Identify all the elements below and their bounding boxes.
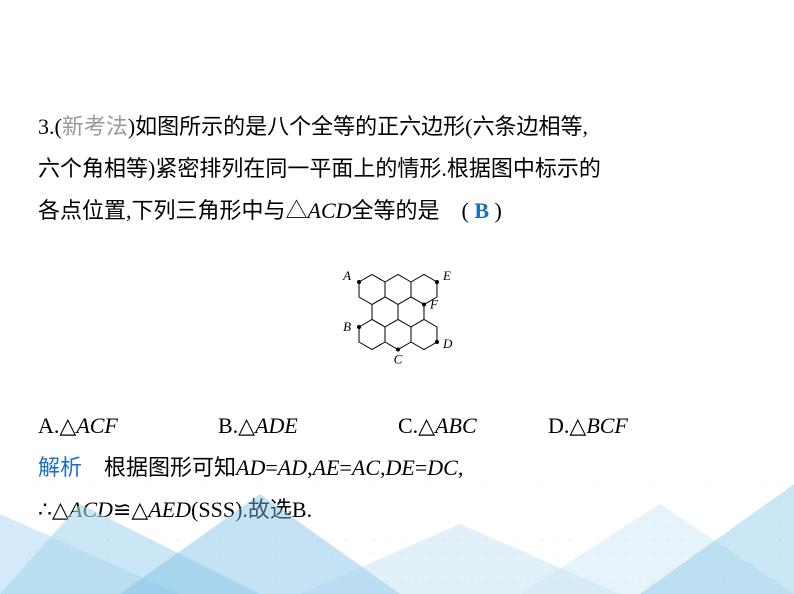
opt-b-tri: ADE <box>255 413 298 438</box>
solution-line1: 解析 根据图形可知AD=AD,AE=AC,DE=DC, <box>38 447 758 489</box>
question-block: 3.(新考法)如图所示的是八个全等的正六边形(六条边相等, 六个角相等)紧密排列… <box>38 106 758 531</box>
option-d: D.△BCF <box>548 405 698 447</box>
opt-d-tri: BCF <box>586 413 628 438</box>
s1-ac: AC <box>352 455 380 480</box>
q3c: ) <box>495 198 502 223</box>
s2-acd: ACD <box>69 497 113 522</box>
svg-text:B: B <box>343 319 351 334</box>
q-number: 3. <box>38 114 55 139</box>
answer-letter: B <box>474 198 489 223</box>
s2b: △ <box>131 497 148 522</box>
eq1: = <box>265 455 277 480</box>
s2c: (SSS).故选B. <box>191 497 312 522</box>
q-tag: 新考法 <box>62 114 128 139</box>
s1-ad: AD <box>236 455 265 480</box>
s2a: ∴△ <box>38 497 69 522</box>
opt-a-pre: A.△ <box>38 413 76 438</box>
s1-ae: AE <box>313 455 340 480</box>
cong: ≌ <box>113 497 131 522</box>
option-b: B.△ADE <box>218 405 398 447</box>
svg-text:E: E <box>442 268 451 283</box>
q-line1-rest: 如图所示的是八个全等的正六边形(六条边相等, <box>135 114 588 139</box>
c3: , <box>458 455 464 480</box>
opt-a-tri: ACF <box>76 413 118 438</box>
opt-c-pre: C.△ <box>398 413 435 438</box>
hexagon-svg: A EF B D C <box>293 237 503 387</box>
hexagon-figure: A EF B D C <box>38 237 758 401</box>
q3b: 全等的是 ( <box>352 198 469 223</box>
question-line1: 3.(新考法)如图所示的是八个全等的正六边形(六条边相等, <box>38 106 758 148</box>
question-line2: 六个角相等)紧密排列在同一平面上的情形.根据图中标示的 <box>38 148 758 190</box>
option-a: A.△ACF <box>38 405 218 447</box>
opt-d-pre: D.△ <box>548 413 586 438</box>
s2-aed: AED <box>148 497 191 522</box>
opt-c-tri: ABC <box>435 413 477 438</box>
eq2: = <box>340 455 352 480</box>
svg-text:A: A <box>342 268 351 283</box>
opt-b-pre: B.△ <box>218 413 255 438</box>
s1-dc: DC <box>427 455 458 480</box>
solution-line2: ∴△ACD≌△AED(SSS).故选B. <box>38 489 758 531</box>
option-c: C.△ABC <box>398 405 548 447</box>
s1-de: DE <box>386 455 415 480</box>
eq3: = <box>415 455 427 480</box>
question-line3: 各点位置,下列三角形中与△ACD全等的是 ( B ) <box>38 190 758 232</box>
solution-label: 解析 <box>38 455 82 480</box>
q3-acd: ACD <box>308 198 352 223</box>
svg-text:D: D <box>442 336 453 351</box>
tag-open: ( <box>55 114 62 139</box>
s1-ad2: AD <box>278 455 307 480</box>
options-row: A.△ACF B.△ADE C.△ABC D.△BCF <box>38 405 738 447</box>
svg-text:F: F <box>429 297 439 312</box>
s1a: 根据图形可知 <box>82 455 236 480</box>
q3a: 各点位置,下列三角形中与△ <box>38 198 308 223</box>
svg-text:C: C <box>394 352 403 367</box>
